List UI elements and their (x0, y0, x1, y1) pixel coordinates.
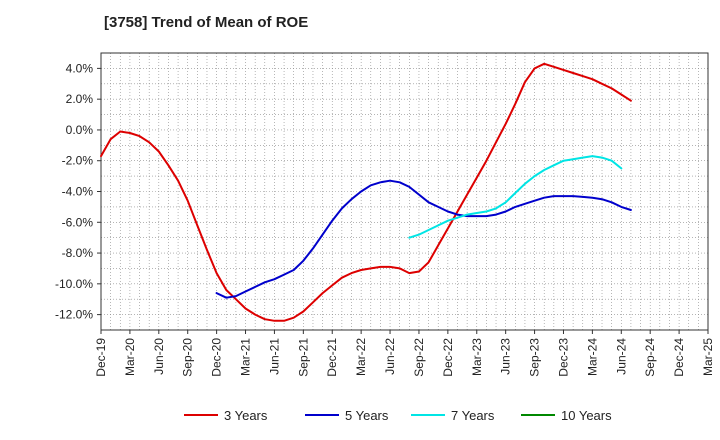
x-tick-label: Sep-21 (296, 338, 310, 377)
y-tick-label: -2.0% (62, 154, 94, 168)
y-axis: 4.0% 2.0% 0.0% -2.0% -4.0% -6.0% -8.0% -10.0% -1… (55, 61, 101, 322)
x-tick-label: Dec-21 (325, 338, 339, 377)
x-tick-label: Dec-22 (441, 338, 455, 377)
x-tick-label: Mar-22 (354, 338, 368, 376)
x-tick-label: Mar-24 (585, 338, 599, 376)
y-tick-label: -10.0% (55, 277, 93, 291)
x-tick-label: Mar-25 (701, 338, 715, 376)
y-tick-label: 2.0% (66, 92, 94, 106)
y-tick-label: 4.0% (66, 61, 94, 75)
series-line-3-years (100, 62, 632, 322)
legend-label: 5 Years (345, 408, 389, 423)
chart-title: [3758] Trend of Mean of ROE (104, 14, 309, 31)
x-tick-label: Jun-20 (152, 338, 166, 375)
x-tick-label: Mar-21 (239, 338, 253, 376)
x-axis: Dec-19 Mar-20 Jun-20 Sep-20 Dec-20 Mar-21 Jun-… (94, 330, 715, 377)
y-tick-label: -12.0% (55, 308, 93, 322)
legend-label: 10 Years (561, 408, 612, 423)
x-tick-label: Dec-23 (556, 338, 570, 377)
x-tick-label: Mar-23 (470, 338, 484, 376)
x-tick-label: Dec-20 (210, 338, 224, 377)
series-line-7-years (408, 155, 623, 239)
x-tick-label: Jun-23 (499, 338, 513, 375)
grid (101, 53, 708, 330)
x-tick-label: Jun-21 (267, 338, 281, 375)
x-tick-label: Sep-22 (412, 338, 426, 377)
x-tick-label: Mar-20 (123, 338, 137, 376)
y-tick-label: 0.0% (66, 123, 94, 137)
series-layer (100, 62, 632, 322)
x-tick-label: Dec-24 (672, 338, 686, 377)
x-tick-label: Sep-24 (643, 338, 657, 377)
x-tick-label: Dec-19 (94, 338, 108, 377)
legend: 3 Years 5 Years 7 Years 10 Years (184, 408, 612, 423)
x-tick-label: Jun-22 (383, 338, 397, 375)
x-tick-label: Sep-20 (181, 338, 195, 377)
x-tick-label: Sep-23 (528, 338, 542, 377)
y-tick-label: -8.0% (62, 246, 94, 260)
x-tick-label: Jun-24 (614, 338, 628, 375)
legend-label: 3 Years (224, 408, 268, 423)
y-tick-label: -6.0% (62, 215, 94, 229)
legend-label: 7 Years (451, 408, 495, 423)
series-line-5-years (215, 179, 632, 299)
y-tick-label: -4.0% (62, 185, 94, 199)
